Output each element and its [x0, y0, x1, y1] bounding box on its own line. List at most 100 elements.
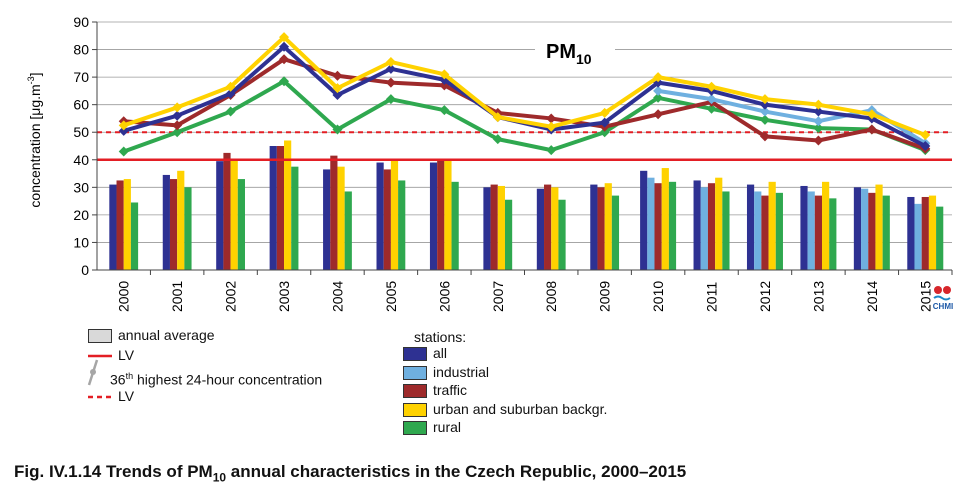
line-rural — [123, 79, 927, 154]
legend-station-rural: rural — [403, 419, 462, 436]
legend-station-industrial: industrial — [403, 364, 489, 380]
caption-sub: 10 — [212, 470, 227, 485]
x-tick-label: 2002 — [223, 281, 239, 312]
point-rural — [546, 145, 557, 156]
bar-rural-2008 — [558, 199, 566, 270]
x-tick-label: 2013 — [810, 281, 826, 312]
bar-urban-2010 — [661, 168, 669, 270]
x-tick-label: 2006 — [436, 281, 452, 312]
point-urban — [866, 109, 877, 120]
point-all — [385, 63, 396, 74]
limit-lines — [97, 131, 952, 162]
x-tick-label: 2010 — [650, 281, 666, 312]
bar-urban-2007 — [497, 185, 505, 270]
point-urban — [706, 81, 717, 92]
point-all — [920, 141, 931, 151]
bar-traffic-2014 — [868, 192, 876, 270]
point-industrial — [653, 85, 664, 96]
point-urban — [118, 120, 129, 131]
point-all — [332, 90, 343, 101]
point-all — [118, 125, 129, 136]
y-tick-label: 70 — [73, 69, 89, 85]
x-tick-label: 2007 — [490, 281, 506, 312]
bar-urban-2004 — [337, 166, 345, 270]
point-rural — [279, 76, 290, 87]
logo-text: CHMI — [933, 302, 953, 311]
highest-prefix: 36 — [110, 371, 126, 388]
bar-all-2001 — [162, 174, 170, 270]
bar-urban-2000 — [123, 179, 131, 270]
point-urban — [653, 72, 664, 83]
x-tick-label: 2003 — [276, 281, 292, 312]
x-tick-label: 2008 — [543, 281, 559, 312]
bar-rural-2007 — [504, 199, 513, 270]
bar-rural-2005 — [398, 180, 406, 270]
bar-traffic-2001 — [169, 179, 178, 270]
bar-all-2006 — [429, 162, 438, 270]
station-label: rural — [433, 419, 462, 435]
point-urban — [492, 112, 503, 123]
point-traffic — [385, 77, 396, 88]
point-urban — [172, 102, 183, 113]
y-tick-label: 60 — [73, 97, 89, 113]
point-urban — [759, 94, 770, 105]
x-tick-label: 2005 — [383, 281, 399, 312]
bar-all-2005 — [376, 162, 384, 270]
point-urban — [599, 107, 610, 118]
caption-suffix: annual characteristics in the Czech Repu… — [226, 462, 687, 481]
point-industrial — [706, 94, 717, 105]
logo-dot-red-2-icon — [943, 286, 951, 294]
chart-title: PM10 — [546, 41, 592, 67]
bar-traffic-2011 — [707, 183, 716, 270]
point-traffic — [279, 54, 290, 65]
point-traffic — [653, 109, 664, 120]
y-axis-label: concentration [μg.m-3] — [26, 72, 43, 207]
x-tick-label: 2011 — [704, 282, 720, 312]
point-rural — [439, 105, 450, 116]
point-industrial — [813, 116, 824, 127]
tick-labels: 0 10 20 30 40 50 60 70 80 90 2000 2001 2002 2003 2004 2… — [73, 14, 933, 312]
point-traffic — [332, 70, 343, 81]
bar-traffic-2004 — [330, 155, 338, 270]
point-traffic — [546, 113, 557, 124]
x-tick-label: 2015 — [917, 281, 933, 312]
point-rural — [385, 94, 396, 105]
point-industrial — [759, 106, 770, 117]
point-urban — [813, 99, 824, 110]
highest-marker-line-icon — [87, 359, 99, 386]
bar-rural-2010 — [668, 181, 677, 270]
x-tick-label: 2012 — [757, 281, 773, 312]
point-urban — [332, 83, 343, 94]
point-rural — [118, 146, 129, 157]
legend-station-all: all — [403, 345, 448, 362]
bar-all-2002 — [216, 161, 224, 270]
y-tick-label: 90 — [73, 14, 89, 30]
bar-all-2011 — [693, 180, 701, 270]
point-rural — [332, 124, 343, 135]
y-tick-label: 0 — [81, 262, 89, 278]
x-tick-label: 2001 — [169, 281, 185, 312]
bar-industrial-2014 — [861, 188, 869, 270]
station-label: urban and suburban backgr. — [433, 400, 608, 417]
bar-all-2003 — [269, 146, 277, 270]
bar-urban-2011 — [715, 177, 723, 270]
bar-industrial-2010 — [647, 177, 655, 270]
bar-traffic-2013 — [814, 195, 823, 270]
point-all — [599, 117, 610, 128]
bar-urban-2009 — [604, 183, 612, 270]
legend-lv-dashed: LV — [88, 388, 134, 404]
bar-urban-2003 — [284, 140, 292, 270]
y-tick-label: 20 — [73, 207, 89, 223]
bar-rural-2006 — [451, 181, 459, 270]
x-tick-label: 2014 — [864, 281, 880, 312]
bars — [109, 140, 944, 270]
bar-all-2004 — [323, 169, 331, 270]
y-tick-label: 40 — [73, 152, 89, 168]
point-urban — [225, 81, 236, 92]
point-traffic — [866, 124, 877, 135]
point-traffic — [759, 131, 770, 142]
station-label: all — [433, 345, 448, 361]
x-tick-label: 2000 — [116, 281, 132, 312]
logo-wave-icon — [933, 295, 951, 301]
highest-label: highest 24-hour concentration — [133, 371, 323, 388]
